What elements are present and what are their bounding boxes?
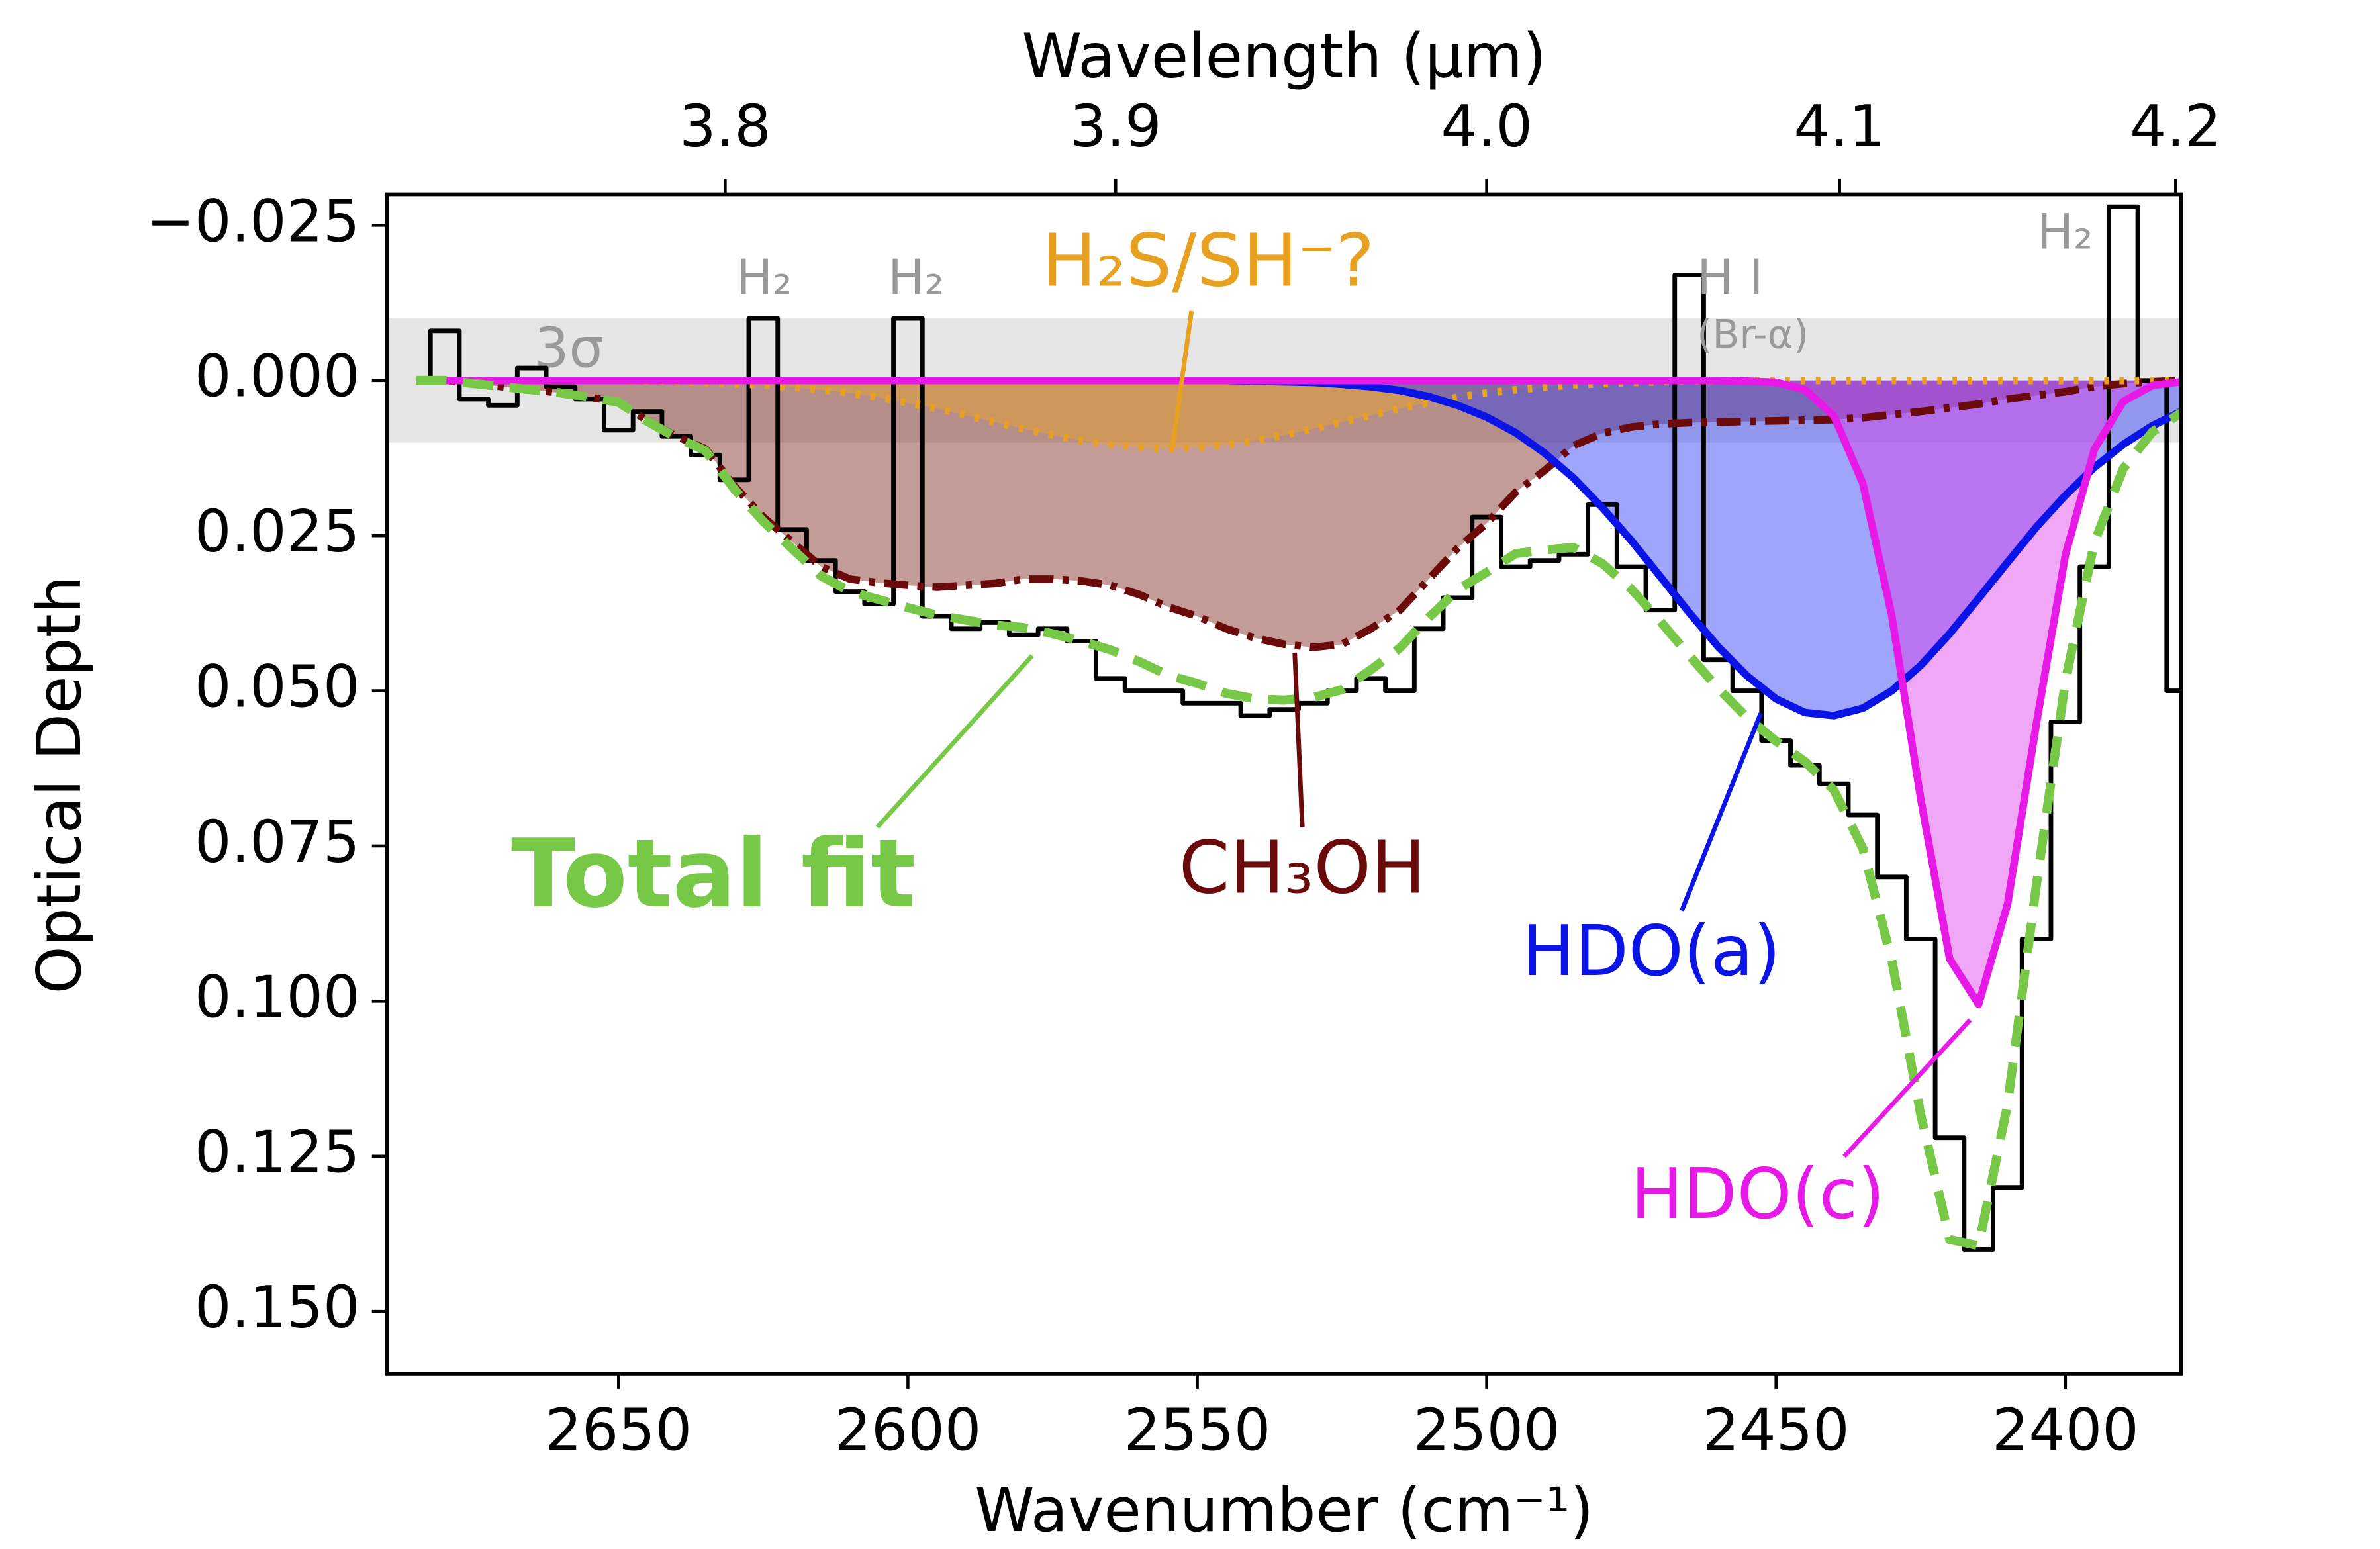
x-tick-label: 2650 (545, 1397, 692, 1464)
x-tick-label: 2500 (1413, 1397, 1560, 1464)
x-tick-label: 2400 (1992, 1397, 2139, 1464)
y-tick-label: 0.075 (195, 808, 359, 876)
annotation: H₂ (736, 250, 792, 306)
series-label: HDO(c) (1631, 1153, 1885, 1235)
y-axis-label: Optical Depth (24, 575, 95, 994)
y-tick-label: 0.000 (195, 343, 359, 410)
area (416, 380, 2181, 716)
annotation: (Br-α) (1697, 312, 1809, 358)
y-tick-label: 0.150 (195, 1274, 359, 1341)
x2-tick-label: 4.1 (1793, 93, 1885, 160)
x2-tick-label: 3.9 (1070, 93, 1162, 160)
x2-tick-label: 4.2 (2130, 93, 2222, 160)
y-tick-label: 0.050 (195, 653, 359, 720)
pointer (1169, 310, 1194, 453)
x2-tick-label: 4.0 (1441, 93, 1533, 160)
y-tick-label: 0.125 (195, 1119, 359, 1186)
area (416, 380, 2181, 1005)
annotation: H₂ (888, 250, 944, 306)
x-tick-label: 2550 (1124, 1397, 1271, 1464)
area (416, 380, 2181, 449)
y-tick-label: 0.025 (195, 498, 359, 565)
series-label: HDO(a) (1522, 910, 1780, 992)
pointer (875, 654, 1034, 829)
line (416, 375, 2181, 1250)
annotation: H I (1697, 250, 1763, 306)
x2-axis-label: Wavelength (µm) (1022, 21, 1547, 92)
pointer (1292, 652, 1305, 827)
x-axis-label: Wavenumber (cm⁻¹) (975, 1475, 1594, 1546)
series-label: CH₃OH (1179, 825, 1426, 910)
x-tick-label: 2600 (835, 1397, 982, 1464)
pointer (1842, 1018, 1972, 1158)
y-tick-label: −0.025 (146, 187, 359, 255)
x-tick-label: 2450 (1703, 1397, 1850, 1464)
x2-tick-label: 3.8 (679, 93, 771, 160)
series-label: H₂S/SH⁻? (1042, 218, 1375, 303)
line (416, 377, 2181, 1008)
annotation: H₂ (2037, 204, 2093, 260)
area (416, 380, 2181, 647)
y-tick-label: 0.100 (195, 963, 359, 1031)
series-label: Total fit (511, 819, 916, 929)
pointer (1680, 712, 1763, 912)
axes-frame (385, 192, 2183, 1376)
